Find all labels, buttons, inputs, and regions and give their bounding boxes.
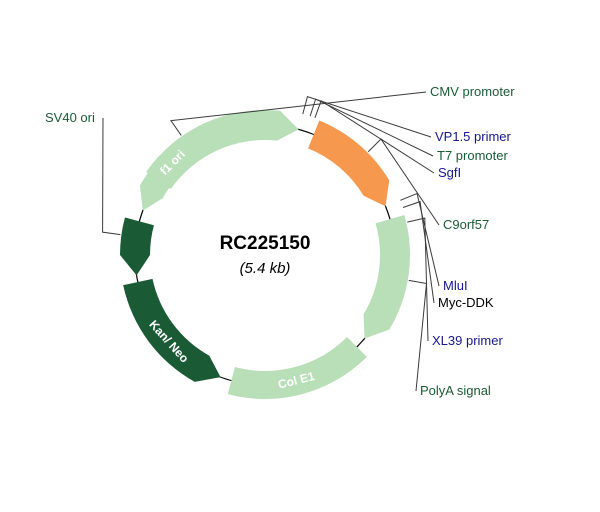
feature-callout-label: Myc-DDK: [438, 295, 494, 310]
feature-callout-label: CMV promoter: [430, 84, 515, 99]
plasmid-map: Col E1Kan/ Neof1 oriRC225150(5.4 kb)CMV …: [0, 0, 600, 512]
feature-callout-label: MluI: [443, 278, 468, 293]
feature-arc: [308, 121, 389, 207]
feature-callout-label: C9orf57: [443, 217, 489, 232]
feature-callout-label: PolyA signal: [420, 383, 491, 398]
label-leader: [409, 280, 427, 391]
feature-callout-label: T7 promoter: [437, 148, 508, 163]
feature-callout-label: SV40 ori: [45, 110, 95, 125]
label-leader: [103, 118, 121, 235]
plasmid-name: RC225150: [220, 233, 311, 254]
feature-arc: [228, 337, 367, 399]
feature-arc: [364, 215, 410, 339]
feature-arc: [123, 279, 220, 382]
feature-callout-label: XL39 primer: [432, 333, 503, 348]
feature-arc: [120, 217, 154, 275]
label-leader: [407, 218, 428, 341]
plasmid-size: (5.4 kb): [240, 260, 291, 277]
feature-callout-label: VP1.5 primer: [435, 129, 512, 144]
feature-callout-label: SgfI: [438, 165, 461, 180]
